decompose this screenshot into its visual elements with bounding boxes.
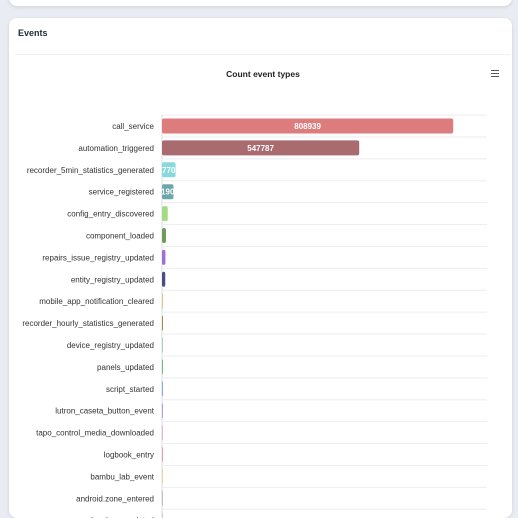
bar[interactable] xyxy=(162,228,166,243)
category-label: component_loaded xyxy=(86,232,154,241)
bar[interactable] xyxy=(162,140,360,156)
category-label: android.zone_entered xyxy=(76,494,154,503)
chart-title: Count event types xyxy=(226,69,300,79)
category-label: entity_registry_updated xyxy=(71,275,154,284)
bar[interactable] xyxy=(162,337,163,353)
category-label: lutron_caseta_button_event xyxy=(55,407,155,416)
hamburger-menu-icon[interactable] xyxy=(491,70,499,77)
events-card: Events Count event types call_service 808… xyxy=(9,18,512,518)
bar[interactable] xyxy=(162,381,163,397)
category-label: config_entry_discovered xyxy=(67,210,154,219)
category-label: recorder_5min_statistics_generated xyxy=(27,166,154,175)
bar[interactable] xyxy=(162,162,176,178)
bar[interactable] xyxy=(162,490,163,506)
bar[interactable] xyxy=(162,512,163,518)
category-label: script_started xyxy=(106,385,154,394)
bar-value-label: 547787 xyxy=(247,144,274,153)
bar-chart: call_service 808939 automation_triggered 54… xyxy=(22,114,487,518)
bar[interactable] xyxy=(162,468,163,484)
category-label: recorder_hourly_statistics_generated xyxy=(22,319,154,328)
category-label: tapo_control_media_downloaded xyxy=(36,429,154,438)
category-label: call_service xyxy=(112,122,154,131)
chart-container: Count event types call_service 808939 auto… xyxy=(15,54,511,518)
bar[interactable] xyxy=(162,249,166,265)
card-title: Events xyxy=(18,28,48,38)
category-label: bambu_lab_event xyxy=(90,472,154,481)
previous-card xyxy=(9,0,512,6)
category-label: device_registry_updated xyxy=(67,341,154,350)
bar[interactable] xyxy=(162,359,163,375)
bar[interactable] xyxy=(162,118,454,134)
bar-value-label: 31900 xyxy=(157,188,180,197)
category-label: repairs_issue_registry_updated xyxy=(42,253,154,262)
bar[interactable] xyxy=(162,271,166,287)
bar-value-label: 808939 xyxy=(294,122,321,131)
category-label: logbook_entry xyxy=(104,451,154,460)
category-label: mobile_app_notification_cleared xyxy=(39,297,154,306)
bar[interactable] xyxy=(162,315,164,331)
bar[interactable] xyxy=(162,425,163,441)
category-label: automation_triggered xyxy=(78,144,154,153)
bar[interactable] xyxy=(162,184,174,200)
bar[interactable] xyxy=(162,447,163,462)
bar[interactable] xyxy=(162,293,164,309)
bar[interactable] xyxy=(162,206,168,222)
category-label: panels_updated xyxy=(97,363,154,372)
category-label: service_registered xyxy=(89,188,154,197)
bar-value-label: 37700 xyxy=(158,166,181,175)
bar[interactable] xyxy=(162,403,163,419)
